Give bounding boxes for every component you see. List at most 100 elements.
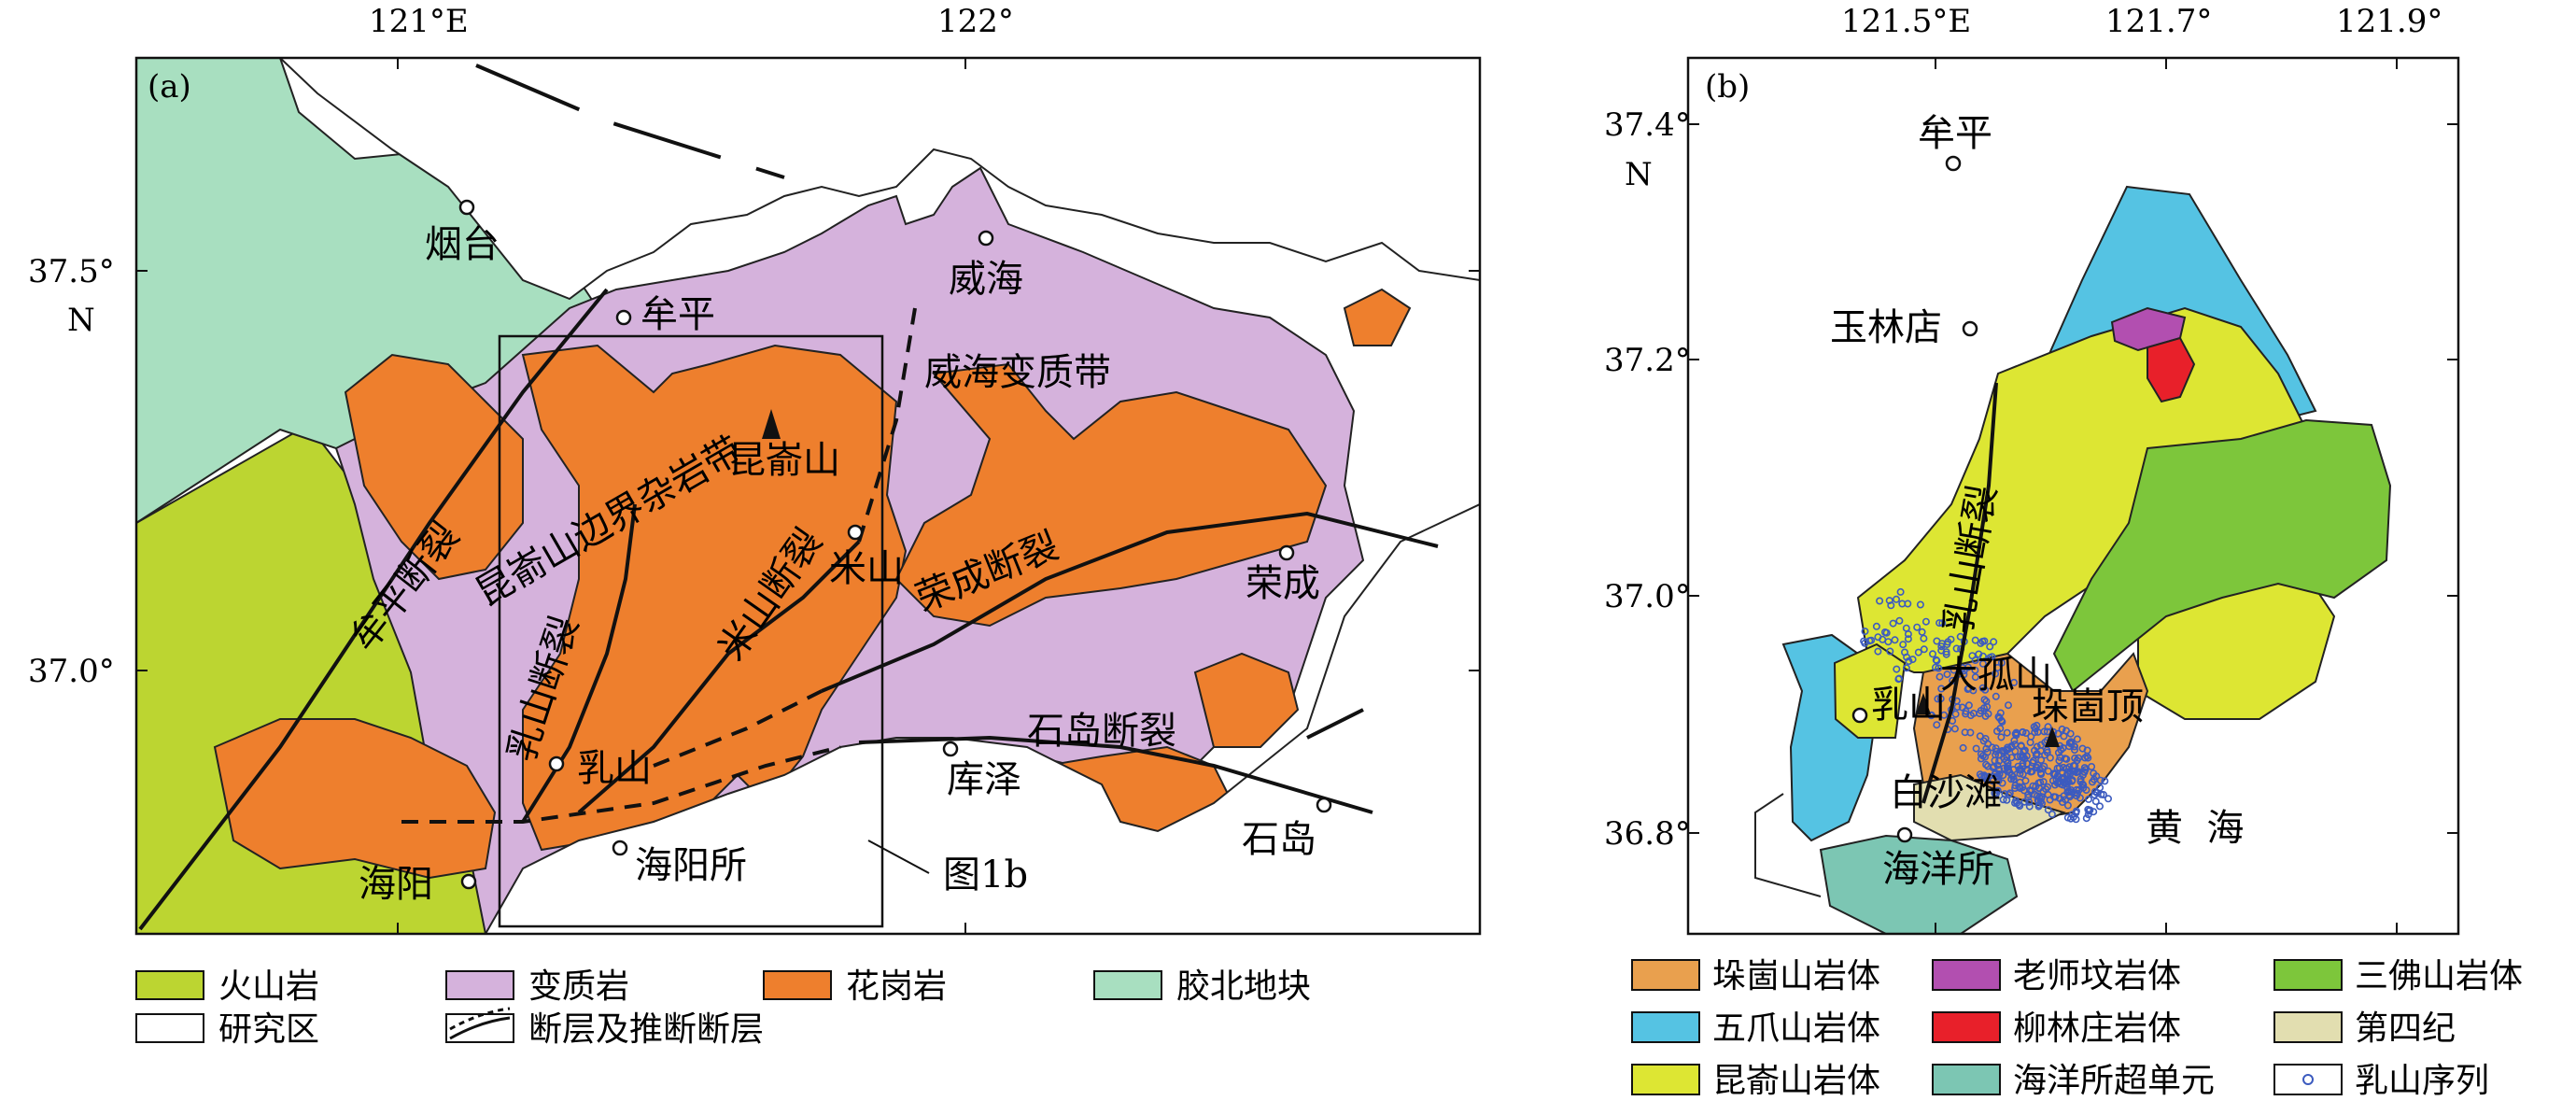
- rushan-sequence-point: [1982, 760, 1991, 769]
- rushan-sequence-point: [1901, 648, 1909, 656]
- rushan-sequence-point: [2005, 790, 2013, 798]
- town-rushan: 乳山: [577, 747, 652, 790]
- unit-granite-southwest: [213, 718, 497, 880]
- legend-label-jiaobei: 胶北地块: [1176, 967, 1311, 1006]
- legend-label-haiyangsuo-super: 海洋所超单元: [2013, 1062, 2215, 1100]
- rushan-sequence-point: [2010, 678, 2019, 686]
- unit-kunyushan-west: [1833, 642, 1907, 739]
- panel-b-y-tick-368: 36.8°: [1604, 815, 1691, 853]
- unit-sanfoshan: [2052, 418, 2392, 693]
- unit-kunyushan: [1856, 306, 2308, 673]
- rushan-sequence-point: [2075, 785, 2083, 794]
- rushan-sequence-point: [2025, 798, 2034, 806]
- sea-south: [484, 502, 1480, 934]
- panel-b-y-tick-374: 37.4°: [1604, 106, 1691, 144]
- rushan-sequence-point: [1929, 650, 1937, 658]
- place-markers-b: [1851, 155, 1978, 843]
- peak-kunyushan: 昆嵛山: [728, 439, 840, 482]
- rushan-sequence-point: [2042, 785, 2050, 794]
- rushan-sequence-point: [2004, 766, 2012, 774]
- rushan-sequence-point: [2071, 746, 2079, 755]
- rushan-sequence-point: [1935, 664, 1943, 672]
- rushan-sequence-point: [2096, 776, 2104, 784]
- rushan-sequence-point: [1950, 725, 1959, 733]
- panel-b-x-tick-1215: 121.5°E: [1841, 3, 1971, 40]
- rushan-sequence-point: [1999, 771, 2007, 780]
- legend-swatch-fault: [445, 1007, 514, 1043]
- rushan-sequence-point: [1933, 656, 1941, 665]
- town-shidao: 石岛: [1242, 818, 1316, 861]
- rushan-sequence-point: [1977, 639, 1985, 647]
- rushan-sequence-point: [1920, 634, 1928, 642]
- rushan-sequence-point: [2025, 802, 2034, 811]
- fault-east-coast: [1306, 708, 1364, 740]
- rushan-sequence-point: [1916, 600, 1924, 609]
- rushan-sequence-point: [1891, 636, 1899, 644]
- rushan-sequence-point: [2068, 777, 2076, 785]
- rushan-sequence-point: [2039, 778, 2048, 786]
- rushan-sequence-point: [1882, 628, 1891, 637]
- rushan-sequence-point: [2048, 810, 2056, 818]
- legend-label-kunyushan: 昆嵛山岩体: [1712, 1062, 1880, 1100]
- rushan-sequence-point: [2033, 750, 2041, 758]
- duogudingi-peak-icon: [2045, 727, 2060, 747]
- rushan-sequence-point: [2063, 769, 2072, 778]
- rushan-sequence-point: [1990, 762, 1998, 770]
- rushan-sequence-point: [2065, 791, 2074, 799]
- kunyushan-peak-icon: [762, 409, 781, 439]
- unit-granite-west: [344, 353, 524, 581]
- rushan-sequence-point: [2073, 792, 2081, 800]
- rushan-sequence-point: [1971, 636, 1979, 644]
- rushan-sequence-point: [2022, 728, 2031, 737]
- legend-swatch-rushan-sequence: [2273, 1064, 2343, 1095]
- legend-swatch-volcanic: [135, 970, 204, 1000]
- rushan-sequence-point: [1898, 600, 1907, 608]
- rushan-sequence-point: [1992, 747, 2001, 755]
- rushan-sequence-point: [2001, 790, 2009, 798]
- legend-label-laoshifen: 老师坟岩体: [2013, 957, 2181, 995]
- rushan-sequence-point: [2003, 753, 2011, 761]
- legend-label-sanfoshan: 三佛山岩体: [2355, 957, 2523, 995]
- rushan-sequence-point: [1896, 587, 1905, 596]
- rushan-sequence-point: [1867, 636, 1876, 644]
- legend-swatch-study-area: [135, 1013, 204, 1043]
- rushan-sequence-point: [2096, 783, 2104, 792]
- rushan-sequence-point: [2026, 738, 2034, 746]
- rushan-sequence-point: [1960, 670, 1968, 679]
- rushan-sequence-point: [1997, 733, 2006, 741]
- legend-swatch-jiaobei: [1093, 970, 1162, 1000]
- inset-label-1b: 图1b: [943, 854, 1028, 896]
- rushan-sequence-point: [2088, 762, 2096, 770]
- panel-a-y-tick-370: 37.0°: [28, 653, 115, 690]
- rushan-sequence-point: [2084, 811, 2092, 819]
- rushan-sequence-point: [1978, 637, 1987, 645]
- rushan-sequence-point: [2005, 701, 2013, 710]
- town-muping: 牟平: [640, 293, 715, 336]
- rushan-sequence-point: [1980, 771, 1989, 780]
- place-dagushan: 大孤山: [1940, 654, 2052, 697]
- rushan-sequence-point: [2007, 741, 2016, 750]
- legend-label-duogushan: 垛崮山岩体: [1712, 957, 1880, 995]
- town-markers-a: [458, 199, 1332, 890]
- town-yantai: 烟台: [425, 223, 500, 266]
- rushan-sequence-point: [2091, 798, 2100, 806]
- rushan-sequence-point: [1893, 595, 1901, 603]
- rushan-sequence-point: [1876, 597, 1884, 605]
- rushan-sequence-point: [1885, 597, 1893, 605]
- rushan-sequence-point: [1905, 656, 1913, 665]
- rushan-sequence-point: [1992, 744, 2000, 753]
- rushan-sequence-point: [1988, 743, 1996, 752]
- rushan-sequence-point: [2082, 814, 2090, 823]
- rushan-sequence-point: [2040, 727, 2048, 736]
- rushan-sequence-point: [2023, 767, 2032, 775]
- fault-rongcheng: [821, 511, 1439, 693]
- rushan-sequence-point: [1938, 619, 1947, 628]
- inset-pointer: [867, 840, 930, 874]
- rushan-sequence-point: [1933, 637, 1941, 645]
- rushan-sequence-point: [1977, 750, 1985, 758]
- rushan-sequence-point: [2053, 779, 2062, 787]
- rushan-sequence-point: [2011, 798, 2020, 807]
- rushan-sequence-point: [2024, 793, 2033, 801]
- fault-shidao: [858, 735, 1373, 814]
- rushan-sequence-point: [2086, 806, 2094, 814]
